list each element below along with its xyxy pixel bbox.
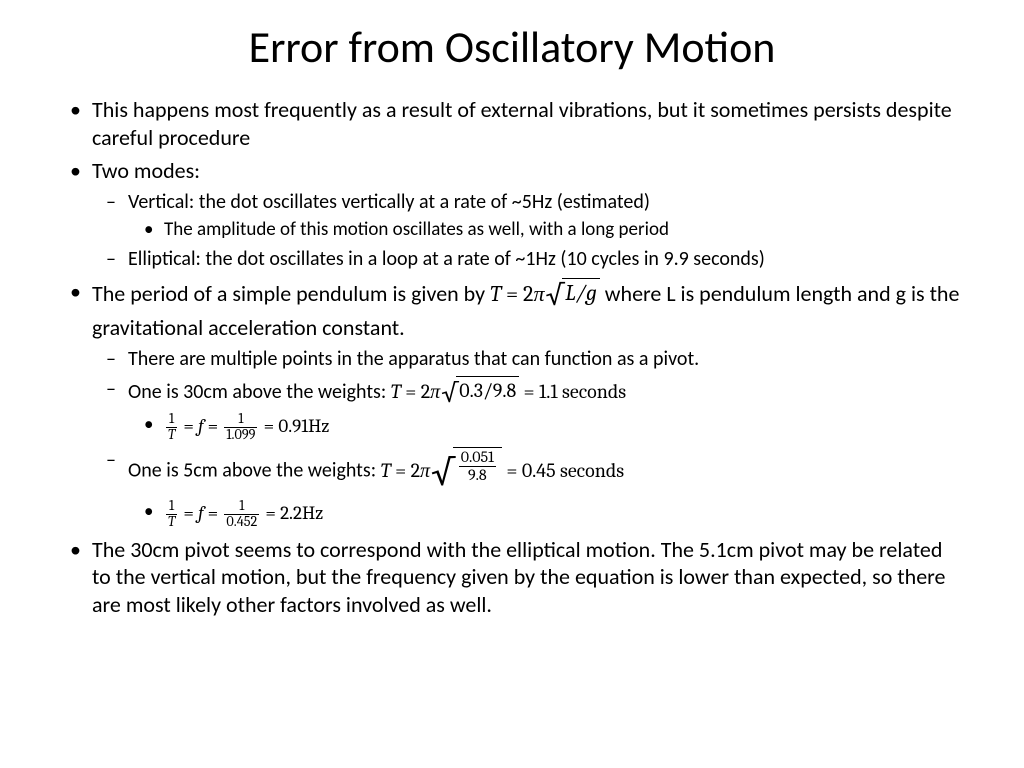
eq2-T: T (391, 380, 401, 403)
bullet-list: This happens most frequently as a result… (60, 96, 964, 618)
bullet-3-3-pre: One is 5cm above the weights: (128, 459, 381, 483)
eq-rad: L/g (565, 280, 597, 306)
eq2-res: = 1.1 seconds (519, 380, 626, 403)
eq3-radnum: 0.051 (459, 449, 496, 467)
eq3-pi: π (420, 459, 430, 482)
eq2-rad: 0.3/9.8 (456, 376, 519, 404)
f1-eq1: = (179, 415, 198, 437)
f1-res: = 0.91Hz (259, 415, 329, 437)
slide-title: Error from Oscillatory Motion (60, 20, 964, 74)
bullet-1: This happens most frequently as a result… (60, 96, 964, 151)
bullet-3-2-pre: One is 30cm above the weights: (128, 380, 391, 404)
eq2-pi: π (430, 380, 440, 403)
bullet-2-text: Two modes: (92, 157, 200, 184)
eq3-eq: = 2 (391, 459, 420, 482)
bullet-3-2: One is 30cm above the weights: T = 2π√0.… (92, 376, 964, 444)
eq-eq: = 2 (501, 281, 533, 307)
bullet-4: The 30cm pivot seems to correspond with … (60, 536, 964, 619)
bullet-2: Two modes: Vertical: the dot oscillates … (60, 157, 964, 272)
eq3-radden: 9.8 (459, 467, 496, 484)
f1-den: T (166, 428, 177, 443)
bullet-2-1: Vertical: the dot oscillates vertically … (92, 189, 964, 243)
bullet-3-pre: The period of a simple pendulum is given… (92, 280, 490, 307)
eq2-eq: = 2 (401, 380, 430, 403)
f1-eq2: = (204, 415, 223, 437)
bullet-3-2-1: 1T = f = 11.099 = 0.91Hz (128, 412, 964, 443)
bullet-3-1: There are multiple points in the apparat… (92, 346, 964, 372)
f2-den: T (166, 515, 177, 530)
eq3-T: T (381, 459, 391, 482)
f2-eq1: = (179, 502, 198, 524)
eq3-res: = 0.45 seconds (502, 459, 624, 482)
bullet-2-1-1: The amplitude of this motion oscillates … (128, 217, 964, 243)
bullet-3-3-1: 1T = f = 10.452 = 2.2Hz (128, 499, 964, 530)
f2-res: = 2.2Hz (261, 502, 323, 524)
eq-T: T (490, 281, 501, 307)
bullet-3-3: One is 5cm above the weights: T = 2π√0.0… (92, 447, 964, 529)
bullet-2-2: Elliptical: the dot oscillates in a loop… (92, 246, 964, 272)
eq-pi: π (533, 281, 544, 307)
f2b-den: 0.452 (224, 515, 259, 530)
bullet-2-1-text: Vertical: the dot oscillates vertically … (128, 190, 650, 214)
bullet-3: The period of a simple pendulum is given… (60, 278, 964, 529)
f1b-den: 1.099 (224, 428, 257, 443)
f2-eq2: = (204, 502, 223, 524)
